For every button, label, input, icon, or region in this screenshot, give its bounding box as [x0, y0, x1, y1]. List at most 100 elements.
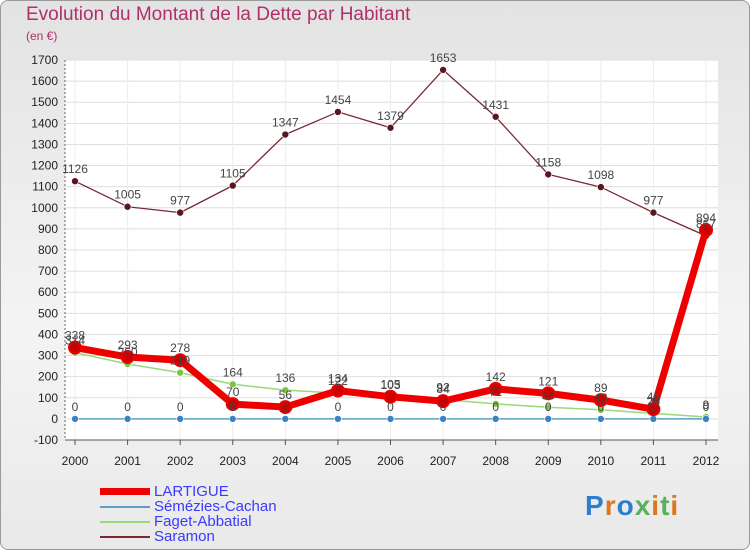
- x-tick-label: 2009: [535, 454, 562, 468]
- y-tick-label: 1600: [31, 74, 58, 88]
- data-label: 0: [72, 400, 79, 414]
- data-point: [544, 415, 553, 423]
- y-tick-label: 0: [51, 412, 58, 426]
- y-tick-label: 500: [38, 306, 58, 320]
- data-label: 0: [387, 400, 394, 414]
- data-point: [597, 183, 605, 191]
- data-point: [491, 415, 500, 423]
- y-tick-label: 600: [38, 285, 58, 299]
- data-point: [439, 66, 447, 74]
- legend-item: Saramon: [100, 528, 277, 545]
- data-point: [491, 112, 500, 121]
- y-tick-label: 1100: [32, 180, 58, 194]
- data-point: [386, 123, 395, 132]
- data-point: [383, 389, 398, 404]
- data-label: 0: [229, 400, 236, 414]
- proxiti-logo: Proxiti: [585, 490, 680, 521]
- data-label: 1379: [377, 109, 404, 123]
- data-label: 92: [436, 380, 450, 394]
- data-label: 0: [282, 400, 289, 414]
- x-tick-label: 2006: [377, 454, 404, 468]
- data-label: 278: [170, 341, 190, 355]
- legend-label: LARTIGUE: [154, 483, 229, 500]
- y-tick-label: 900: [38, 222, 58, 236]
- data-label: 0: [440, 400, 447, 414]
- data-label: 43: [594, 391, 608, 405]
- data-label: 260: [118, 345, 138, 359]
- data-point: [649, 415, 658, 423]
- data-point: [123, 415, 132, 423]
- data-label: 84: [436, 382, 450, 396]
- data-label: 0: [492, 400, 499, 414]
- data-label: 0: [545, 400, 552, 414]
- x-tick-label: 2004: [272, 454, 299, 468]
- data-point: [334, 415, 342, 423]
- data-label: 894: [696, 211, 716, 225]
- data-point: [225, 397, 240, 412]
- x-tick-label: 2001: [114, 454, 141, 468]
- data-label: 977: [643, 194, 663, 208]
- data-label: 338: [65, 329, 85, 343]
- data-label: 867: [696, 217, 716, 231]
- legend-label: Faget-Abbatial: [154, 513, 252, 530]
- data-label: 219: [170, 354, 190, 368]
- data-label: 293: [118, 338, 138, 352]
- data-label: 1105: [220, 167, 246, 181]
- data-label: 1005: [114, 188, 141, 202]
- y-tick-label: 1200: [31, 159, 58, 173]
- legend-item: LARTIGUE: [100, 483, 277, 500]
- data-point: [544, 403, 553, 412]
- data-point: [278, 400, 293, 415]
- data-label: 103: [380, 378, 400, 392]
- data-label: 9: [703, 398, 710, 412]
- legend-swatch: [100, 535, 150, 538]
- x-tick-label: 2008: [482, 454, 509, 468]
- data-label: 1347: [272, 116, 299, 130]
- data-label-layer: 1126 1005 977 1105 1347 1454 1379 1653 1431 1158 1…: [62, 51, 716, 414]
- data-label: 1158: [535, 155, 561, 169]
- data-label: 46: [647, 390, 661, 404]
- data-point: [228, 380, 237, 389]
- y-tick-label: 100: [38, 391, 58, 405]
- x-tick-label: 2002: [167, 454, 194, 468]
- data-point: [593, 393, 608, 408]
- y-tick-label: 400: [38, 327, 58, 341]
- data-point: [71, 177, 79, 185]
- data-label: 0: [597, 400, 604, 414]
- legend: LARTIGUE Sémézies-Cachan Faget-Abbatial Sar…: [100, 483, 277, 545]
- data-point: [334, 108, 342, 116]
- y-tick-label: 1000: [31, 201, 58, 215]
- data-point: [439, 415, 447, 423]
- x-tick-label: 2000: [62, 454, 89, 468]
- y-tick-label: -100: [34, 433, 58, 447]
- data-point: [541, 386, 556, 401]
- data-label: 134: [328, 372, 348, 386]
- data-label: 142: [486, 370, 506, 384]
- data-label: 122: [328, 374, 348, 388]
- data-label: 0: [335, 400, 342, 414]
- data-label: 1653: [430, 51, 457, 65]
- data-label: 0: [650, 400, 657, 414]
- data-label: 1454: [325, 93, 352, 107]
- data-label: 1431: [482, 98, 509, 112]
- x-tick-label: 2010: [587, 454, 614, 468]
- data-point: [68, 340, 82, 355]
- data-point: [71, 415, 79, 423]
- data-label: 0: [703, 400, 710, 414]
- data-label: 121: [538, 374, 558, 388]
- data-label: 26: [647, 394, 661, 408]
- data-point: [488, 381, 503, 396]
- data-point: [544, 170, 553, 179]
- data-point: [123, 202, 132, 211]
- x-tick-label: 2007: [430, 454, 457, 468]
- data-point: [491, 400, 500, 408]
- x-tick-label: 2011: [641, 454, 667, 468]
- data-label: 105: [380, 378, 400, 392]
- data-point: [281, 415, 290, 423]
- chart-title: Evolution du Montant de la Dette par Hab…: [26, 4, 411, 25]
- y-tick-label: 1300: [31, 137, 58, 151]
- data-label: 70: [226, 385, 240, 399]
- data-point: [281, 130, 290, 139]
- data-label: 164: [223, 365, 243, 379]
